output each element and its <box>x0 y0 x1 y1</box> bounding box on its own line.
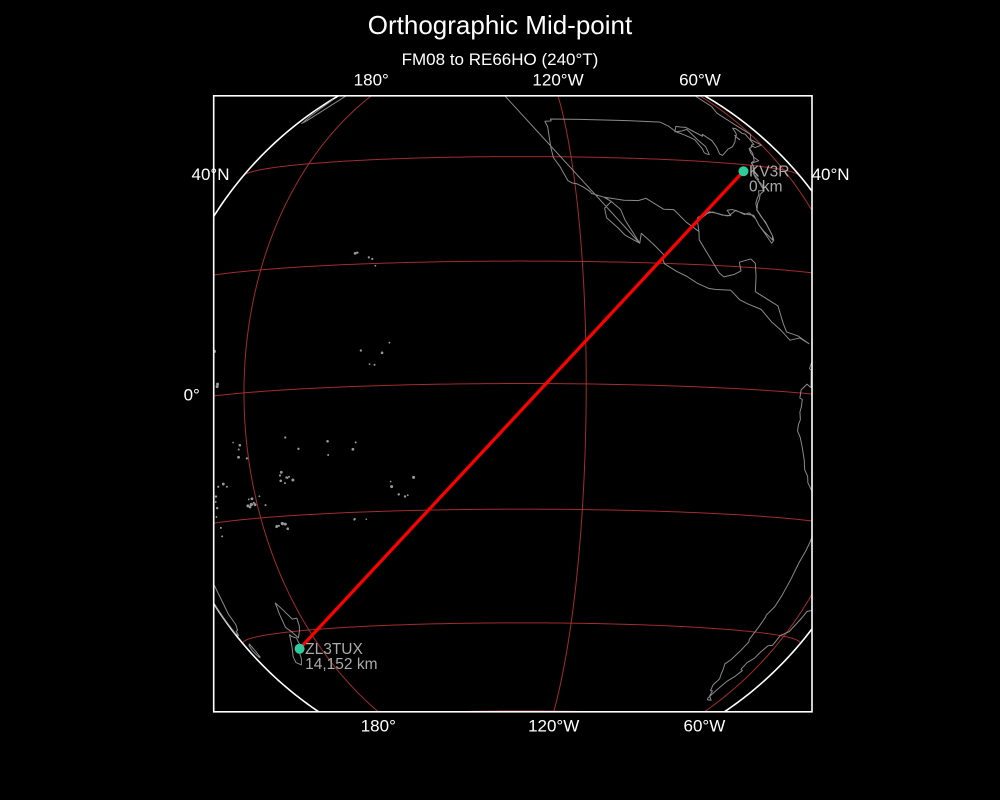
svg-text:14,152 km: 14,152 km <box>305 656 377 673</box>
svg-text:180°: 180° <box>354 70 389 89</box>
svg-text:120°W: 120°W <box>528 716 579 735</box>
svg-text:40°N: 40°N <box>192 165 230 184</box>
svg-text:180°: 180° <box>361 716 396 735</box>
svg-text:0 km: 0 km <box>749 179 783 196</box>
svg-text:120°W: 120°W <box>532 70 583 89</box>
svg-text:0°: 0° <box>184 385 200 404</box>
svg-text:60°W: 60°W <box>683 716 725 735</box>
svg-text:60°W: 60°W <box>679 70 721 89</box>
svg-text:40°N: 40°N <box>812 165 850 184</box>
